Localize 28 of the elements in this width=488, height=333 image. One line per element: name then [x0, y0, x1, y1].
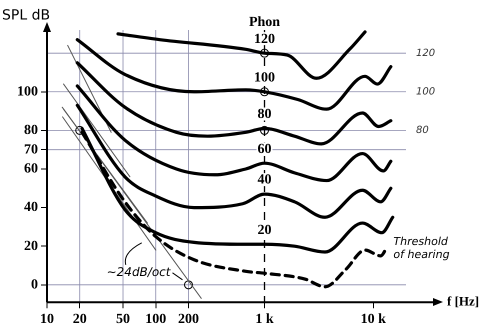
series-label: 100 — [254, 70, 276, 86]
annotation: ~24dB/oct — [106, 264, 172, 279]
y2-tick-label: 100 — [416, 86, 436, 98]
x-tick-label: 10 — [40, 312, 54, 328]
series-label: 40 — [258, 172, 272, 188]
x-axis-title: f [Hz] — [447, 294, 480, 309]
legend-title: Phon — [248, 14, 280, 30]
y2-tick-label: 120 — [416, 48, 436, 59]
y-axis-title: SPL dB — [2, 8, 50, 24]
y-tick-label: 80 — [24, 122, 38, 138]
y2-tick-label: 80 — [416, 124, 429, 136]
series-label: 80 — [258, 107, 272, 122]
y-tick-label: 40 — [24, 200, 38, 216]
x-tick-label: 200 — [178, 312, 199, 328]
y-tick-label: 60 — [24, 162, 38, 177]
series-label: 60 — [258, 142, 272, 157]
x-tick-label: 20 — [72, 312, 87, 328]
series-label: 20 — [258, 222, 272, 238]
x-tick-label: 100 — [145, 312, 166, 328]
y-tick-label: 100 — [17, 84, 38, 100]
series-label: Threshold of hearing — [393, 235, 450, 262]
x-tick-label: 10 k — [360, 312, 386, 328]
series-label: 120 — [254, 32, 276, 47]
x-tick-label: 1 k — [255, 312, 274, 328]
y-tick-label: 70 — [24, 142, 38, 158]
y-tick-label: 20 — [24, 238, 38, 254]
y-tick-label: 0 — [31, 277, 38, 292]
x-tick-label: 50 — [116, 312, 130, 328]
